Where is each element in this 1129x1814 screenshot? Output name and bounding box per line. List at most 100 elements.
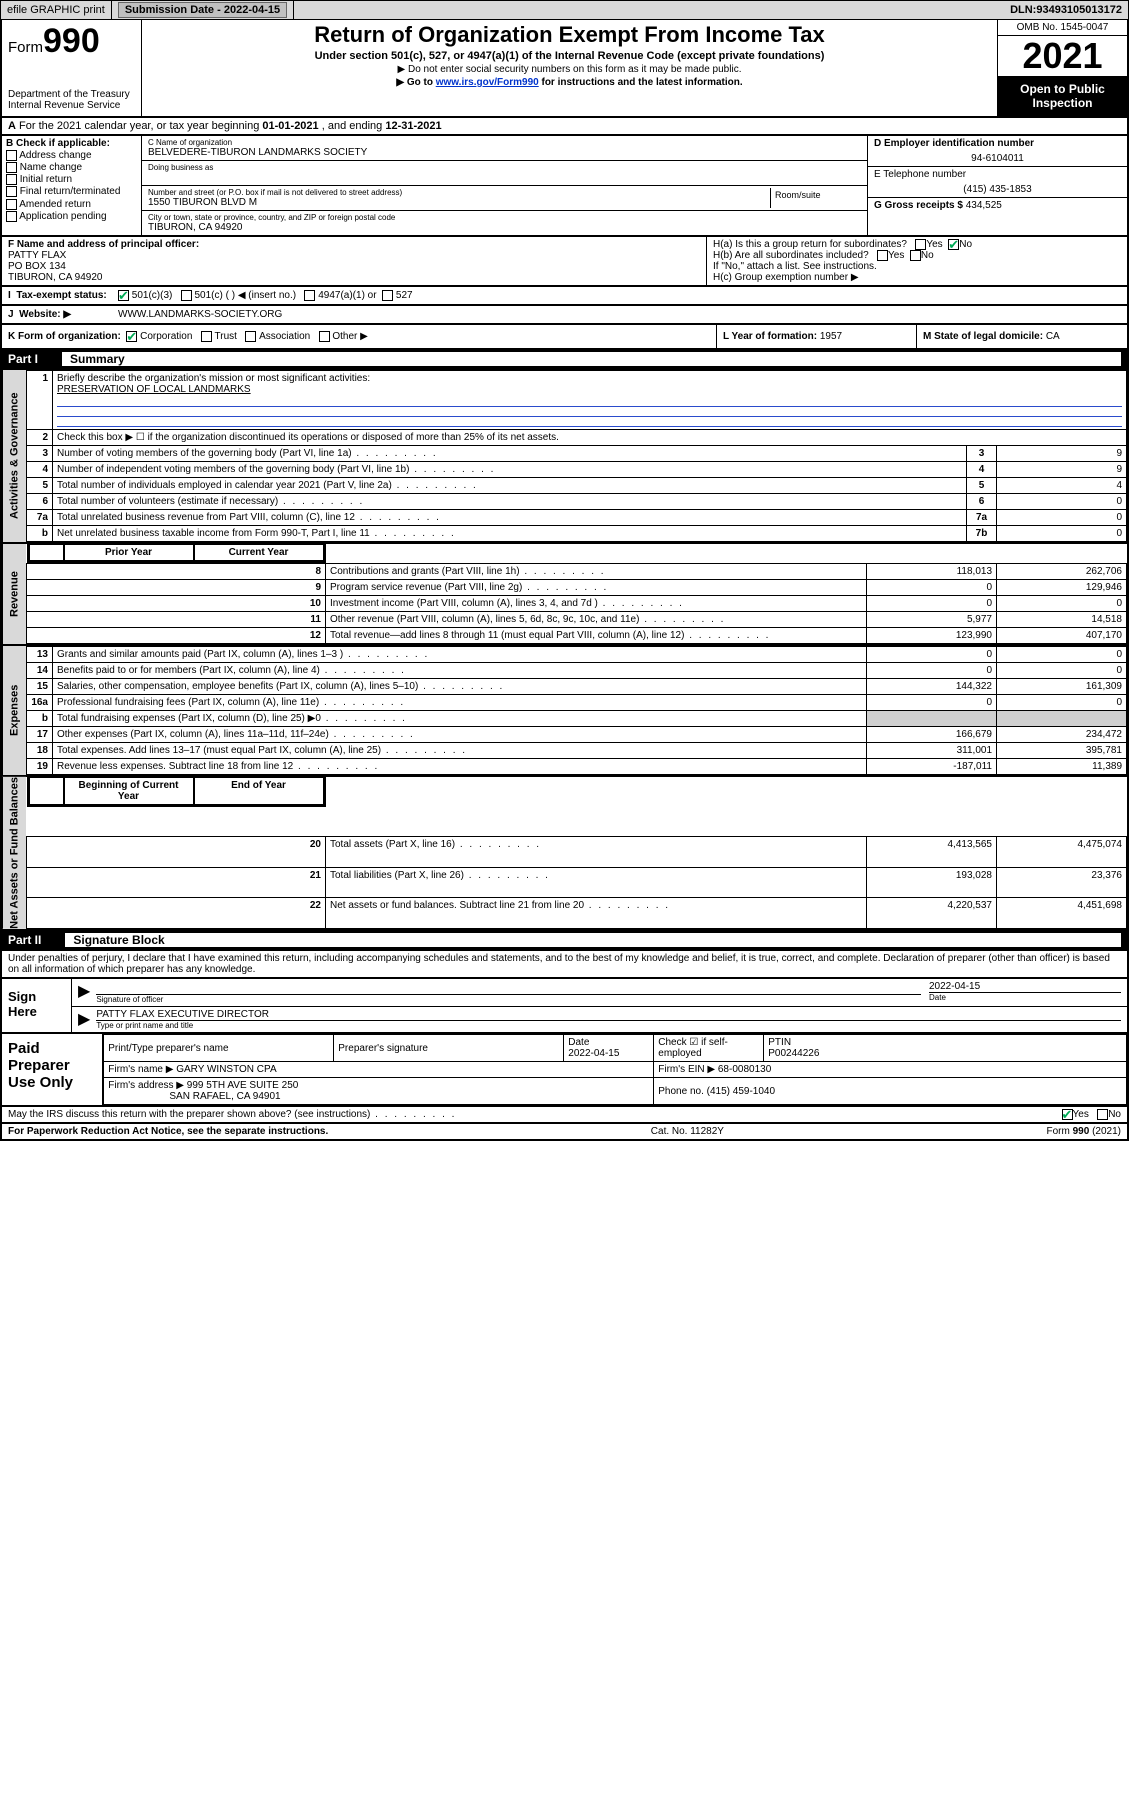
ha-yes[interactable] [915, 239, 926, 250]
row-i: I Tax-exempt status: 501(c)(3) 501(c) ( … [0, 287, 1129, 306]
tax-year: 2021 [998, 36, 1127, 76]
hc-label: H(c) Group exemption number ▶ [713, 272, 1121, 283]
box-b: B Check if applicable: Address change Na… [2, 136, 142, 235]
chk-amended[interactable]: Amended return [6, 199, 137, 210]
header-left: Form990 Department of the Treasury Inter… [2, 20, 142, 116]
sign-here-label: Sign Here [2, 979, 72, 1032]
summary-expenses: Expenses 13Grants and similar amounts pa… [0, 646, 1129, 777]
cat-no: Cat. No. 11282Y [651, 1126, 724, 1137]
org-name-label: C Name of organization [148, 138, 861, 147]
form-header: Form990 Department of the Treasury Inter… [0, 20, 1129, 118]
side-expenses: Expenses [2, 646, 26, 775]
row-fh: F Name and address of principal officer:… [0, 237, 1129, 287]
officer-city: TIBURON, CA 94920 [8, 272, 700, 283]
box-l: L Year of formation: 1957 [717, 325, 917, 348]
ptin: P00244226 [768, 1048, 819, 1059]
room-suite-label: Room/suite [771, 188, 861, 208]
ha-no[interactable] [948, 239, 959, 250]
header-mid: Return of Organization Exempt From Incom… [142, 20, 997, 116]
city-label: City or town, state or province, country… [148, 213, 861, 222]
arrow-icon: ▶ [78, 1009, 96, 1030]
submission-date: Submission Date - 2022-04-15 [112, 1, 294, 19]
part1-header: Part I Summary [0, 350, 1129, 370]
chk-4947[interactable] [304, 290, 315, 301]
box-c: C Name of organization BELVEDERE-TIBURON… [142, 136, 867, 235]
summary-netassets: Net Assets or Fund Balances Beginning of… [0, 777, 1129, 931]
chk-address-change[interactable]: Address change [6, 150, 137, 161]
page-footer: For Paperwork Reduction Act Notice, see … [0, 1124, 1129, 1141]
dept-treasury: Department of the Treasury [8, 89, 135, 100]
irs-label: Internal Revenue Service [8, 100, 135, 111]
addr-label: Number and street (or P.O. box if mail i… [148, 188, 770, 197]
chk-application-pending[interactable]: Application pending [6, 211, 137, 222]
sign-date: 2022-04-15 [929, 981, 1121, 992]
omb-number: OMB No. 1545-0047 [998, 20, 1127, 36]
chk-501c[interactable] [181, 290, 192, 301]
no-ssn-note: ▶ Do not enter social security numbers o… [148, 64, 991, 75]
summary-governance: Activities & Governance 1 Briefly descri… [0, 370, 1129, 544]
chk-other[interactable] [319, 331, 330, 342]
expenses-table: 13Grants and similar amounts paid (Part … [26, 646, 1127, 775]
preparer-table: Print/Type preparer's name Preparer's si… [103, 1034, 1127, 1105]
sig-officer-label: Signature of officer [96, 995, 921, 1004]
line-a: A For the 2021 calendar year, or tax yea… [0, 118, 1129, 136]
discuss-yes[interactable] [1062, 1109, 1073, 1120]
chk-trust[interactable] [201, 331, 212, 342]
date-label: Date [929, 992, 1121, 1002]
side-revenue: Revenue [2, 544, 26, 644]
chk-527[interactable] [382, 290, 393, 301]
hb-yes[interactable] [877, 250, 888, 261]
side-netassets: Net Assets or Fund Balances [2, 777, 26, 929]
org-address: 1550 TIBURON BLVD M [148, 197, 770, 208]
block-bcdeg: B Check if applicable: Address change Na… [0, 136, 1129, 237]
tel-label: E Telephone number [874, 169, 1121, 180]
form-number: Form990 [8, 22, 135, 61]
preparer-label: Paid Preparer Use Only [2, 1034, 103, 1105]
firm-addr2: SAN RAFAEL, CA 94901 [169, 1091, 280, 1102]
box-f: F Name and address of principal officer:… [2, 237, 707, 285]
box-b-header: B Check if applicable: [6, 138, 137, 149]
public-inspection: Open to Public Inspection [998, 76, 1127, 116]
form-subtitle: Under section 501(c), 527, or 4947(a)(1)… [148, 50, 991, 62]
org-name: BELVEDERE-TIBURON LANDMARKS SOCIETY [148, 147, 861, 158]
firm-phone: (415) 459-1040 [707, 1086, 775, 1097]
hb-no[interactable] [910, 250, 921, 261]
row-j: J Website: ▶ WWW.LANDMARKS-SOCIETY.ORG [0, 306, 1129, 325]
mission-text: PRESERVATION OF LOCAL LANDMARKS [57, 384, 251, 395]
officer-printed-name: PATTY FLAX EXECUTIVE DIRECTOR [96, 1009, 1121, 1020]
chk-association[interactable] [245, 331, 256, 342]
governance-table: 1 Briefly describe the organization's mi… [26, 370, 1127, 542]
dln: DLN: 93493105013172 [1004, 1, 1128, 19]
discuss-no[interactable] [1097, 1109, 1108, 1120]
tel-value: (415) 435-1853 [874, 184, 1121, 195]
chk-name-change[interactable]: Name change [6, 162, 137, 173]
firm-addr1: 999 5TH AVE SUITE 250 [187, 1080, 299, 1091]
submission-date-btn[interactable]: Submission Date - 2022-04-15 [118, 2, 287, 18]
revenue-table: Prior YearCurrent Year 8Contributions an… [26, 544, 1127, 644]
efile-label: efile GRAPHIC print [1, 1, 112, 19]
print-name-label: Type or print name and title [96, 1020, 1121, 1030]
arrow-icon: ▶ [78, 981, 96, 1004]
irs-link[interactable]: www.irs.gov/Form990 [436, 77, 539, 88]
org-city: TIBURON, CA 94920 [148, 222, 861, 233]
ha-label: H(a) Is this a group return for subordin… [713, 239, 907, 250]
box-d: D Employer identification number 94-6104… [867, 136, 1127, 235]
box-h: H(a) Is this a group return for subordin… [707, 237, 1127, 285]
form-title: Return of Organization Exempt From Incom… [148, 22, 991, 48]
chk-initial-return[interactable]: Initial return [6, 174, 137, 185]
chk-501c3[interactable] [118, 290, 129, 301]
header-right: OMB No. 1545-0047 2021 Open to Public In… [997, 20, 1127, 116]
box-k: K Form of organization: Corporation Trus… [2, 325, 717, 348]
dba-label: Doing business as [148, 163, 861, 172]
officer-label: F Name and address of principal officer: [8, 239, 700, 250]
top-bar: efile GRAPHIC print Submission Date - 20… [0, 0, 1129, 20]
goto-link-line: ▶ Go to www.irs.gov/Form990 for instruct… [148, 77, 991, 88]
website-value: WWW.LANDMARKS-SOCIETY.ORG [118, 309, 282, 320]
side-governance: Activities & Governance [2, 370, 26, 542]
officer-po: PO BOX 134 [8, 261, 700, 272]
chk-corporation[interactable] [126, 331, 137, 342]
chk-final-return[interactable]: Final return/terminated [6, 186, 137, 197]
discuss-row: May the IRS discuss this return with the… [0, 1107, 1129, 1124]
preparer-block: Paid Preparer Use Only Print/Type prepar… [0, 1034, 1129, 1107]
netassets-table: Beginning of Current YearEnd of Year 20T… [26, 777, 1127, 929]
